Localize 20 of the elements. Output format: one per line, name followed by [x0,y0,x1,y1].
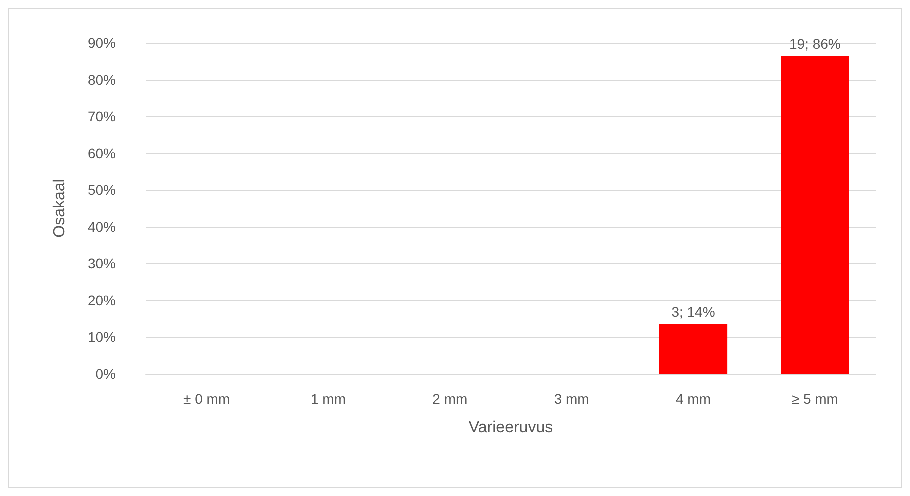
x-tick-label: 2 mm [432,391,468,407]
y-tick-label: 80% [88,72,116,88]
x-tick-label: 4 mm [676,391,711,407]
y-axis-title: Osakaal [52,179,68,238]
y-tick-label: 50% [88,182,116,198]
y-tick-label: 40% [88,218,116,235]
y-tick-label: 70% [88,108,116,125]
y-tick-label: 10% [88,329,116,346]
x-tick-label: 1 mm [311,391,346,407]
x-tick-label: ± 0 mm [184,391,230,407]
data-label: 19; 86% [789,36,841,52]
y-tick-label: 30% [88,256,116,272]
x-axis-title: Varieeruvus [468,420,554,436]
y-tick-label: 90% [88,35,116,51]
x-tick-label: ≥ 5 mm [792,391,838,407]
y-tick-label: 0% [96,366,116,382]
y-tick-label: 60% [88,145,116,162]
x-tick-label: 3 mm [554,391,590,407]
data-label: 3; 14% [672,304,716,320]
y-tick-label: 20% [88,292,116,308]
